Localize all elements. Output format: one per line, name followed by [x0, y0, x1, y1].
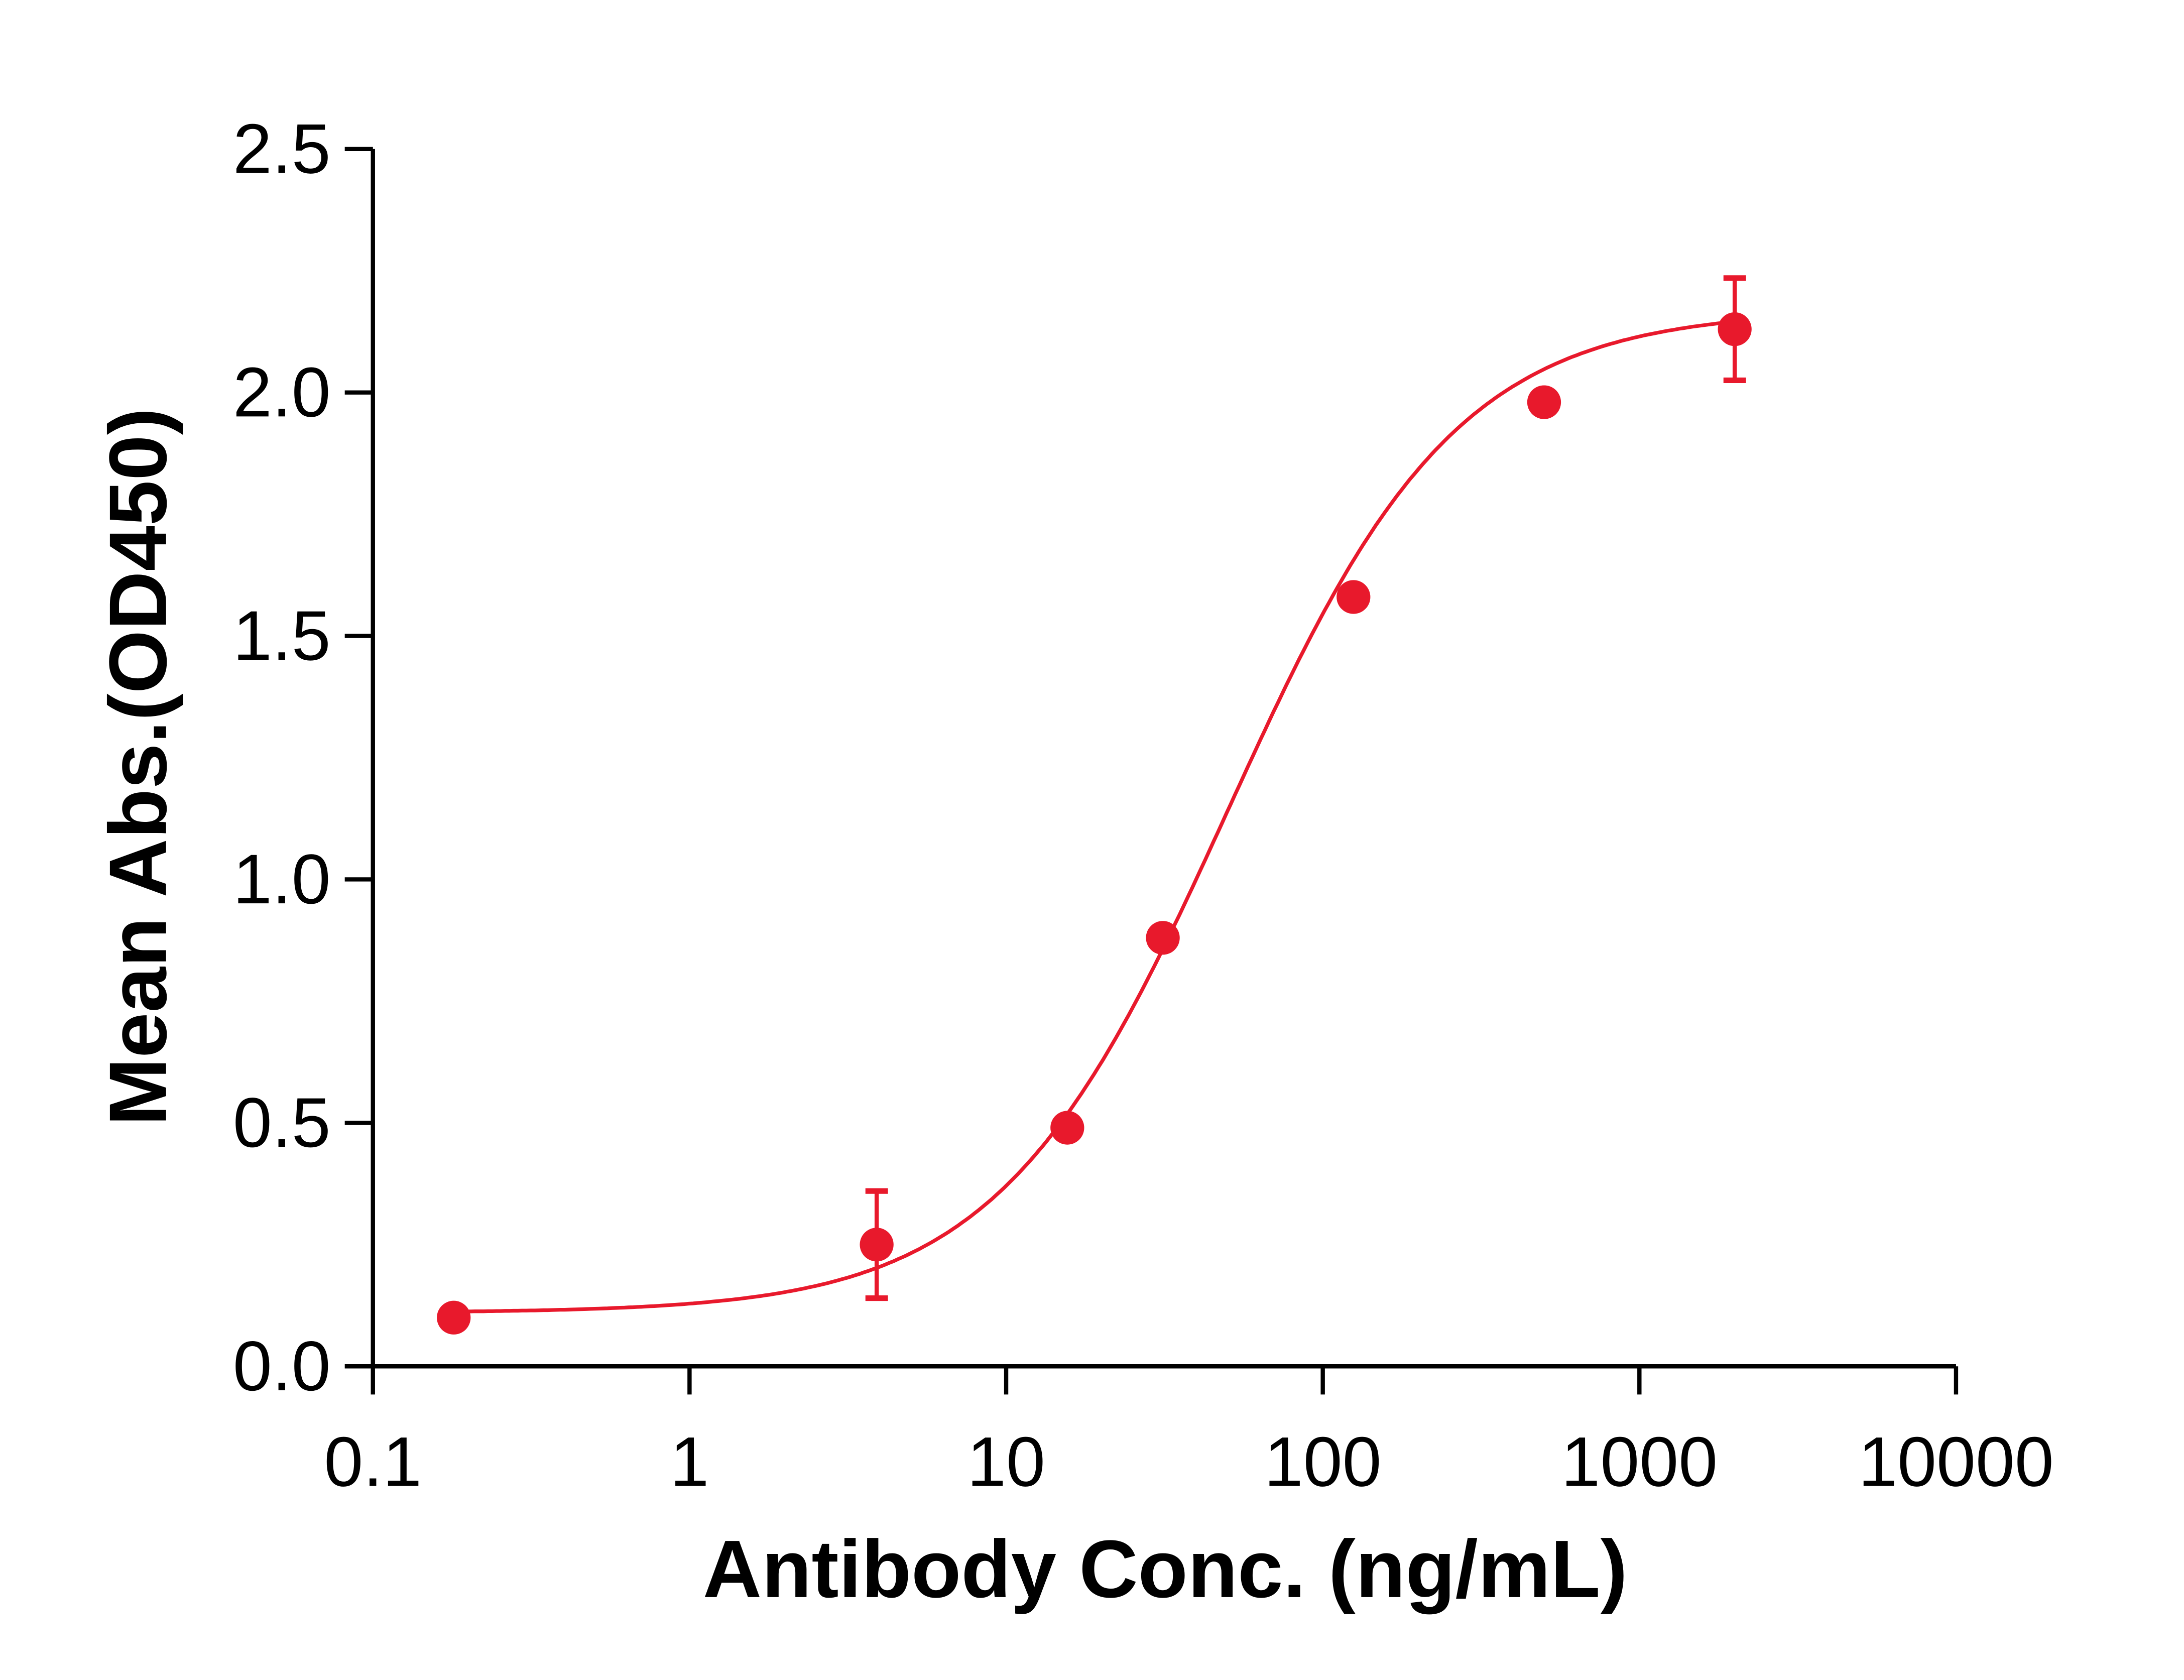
- x-tick-label: 100: [1264, 1422, 1382, 1501]
- data-point: [1337, 580, 1371, 614]
- data-point: [1718, 312, 1752, 346]
- y-tick-label: 1.5: [233, 596, 331, 675]
- y-axis: 0.0 0.5 1.0 1.5 2.0 2.5: [233, 109, 375, 1405]
- x-axis: 0.1 1 10 100 1000 10000: [324, 1364, 2054, 1501]
- data-point: [1146, 921, 1180, 955]
- x-tick-label: 10: [967, 1422, 1045, 1501]
- fit-curve: [453, 319, 1735, 1313]
- x-tick-label: 10000: [1858, 1422, 2054, 1501]
- y-tick-label: 0.5: [233, 1083, 331, 1162]
- x-axis-label: Antibody Conc. (ng/mL): [703, 1524, 1628, 1615]
- x-tick-label: 0.1: [324, 1422, 422, 1501]
- data-point: [1050, 1111, 1084, 1145]
- data-point: [437, 1300, 471, 1335]
- y-tick-label: 2.0: [233, 352, 331, 431]
- data-point: [1527, 385, 1561, 419]
- x-tick-label: 1000: [1561, 1422, 1718, 1501]
- y-tick-label: 0.0: [233, 1327, 331, 1405]
- data-points: [437, 275, 1752, 1335]
- data-point: [860, 1228, 894, 1262]
- x-tick-label: 1: [670, 1422, 709, 1501]
- y-tick-label: 1.0: [233, 839, 331, 918]
- y-axis-label: Mean Abs.(OD450): [93, 408, 184, 1126]
- y-tick-label: 2.5: [233, 109, 331, 188]
